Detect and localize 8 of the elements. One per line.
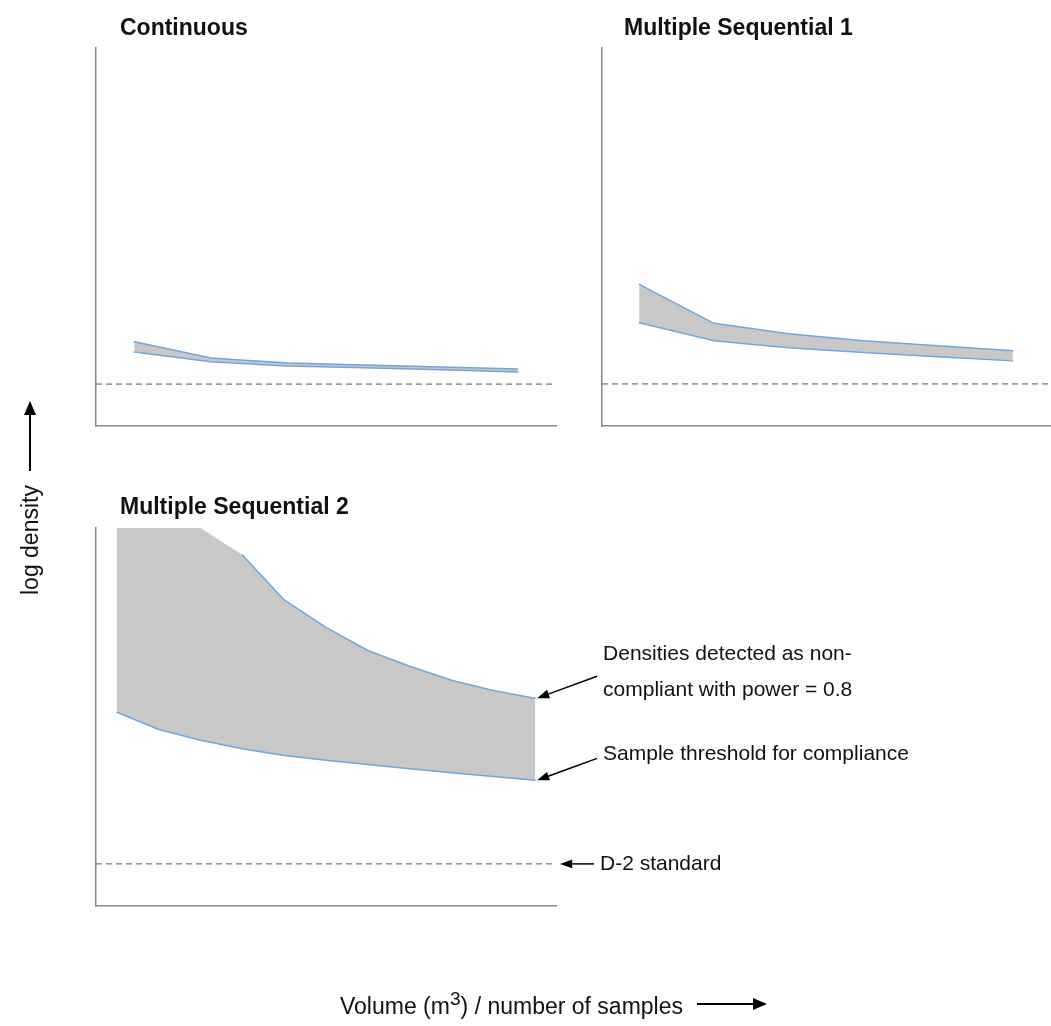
text: Densities detected as non-compliant with power = 0.8 <box>603 641 853 701</box>
chart-title: Multiple Sequential 2 <box>120 493 349 520</box>
chart-title: Continuous <box>120 14 248 41</box>
y-axis-title: log density <box>16 485 44 595</box>
chart-title: Multiple Sequential 1 <box>624 14 853 41</box>
text: Sample threshold for compliance <box>603 741 909 765</box>
x-axis-title: Volume (m$^{3}$) / number of samples <box>340 988 684 1020</box>
ref-line-label: D-2 standard <box>600 850 722 874</box>
